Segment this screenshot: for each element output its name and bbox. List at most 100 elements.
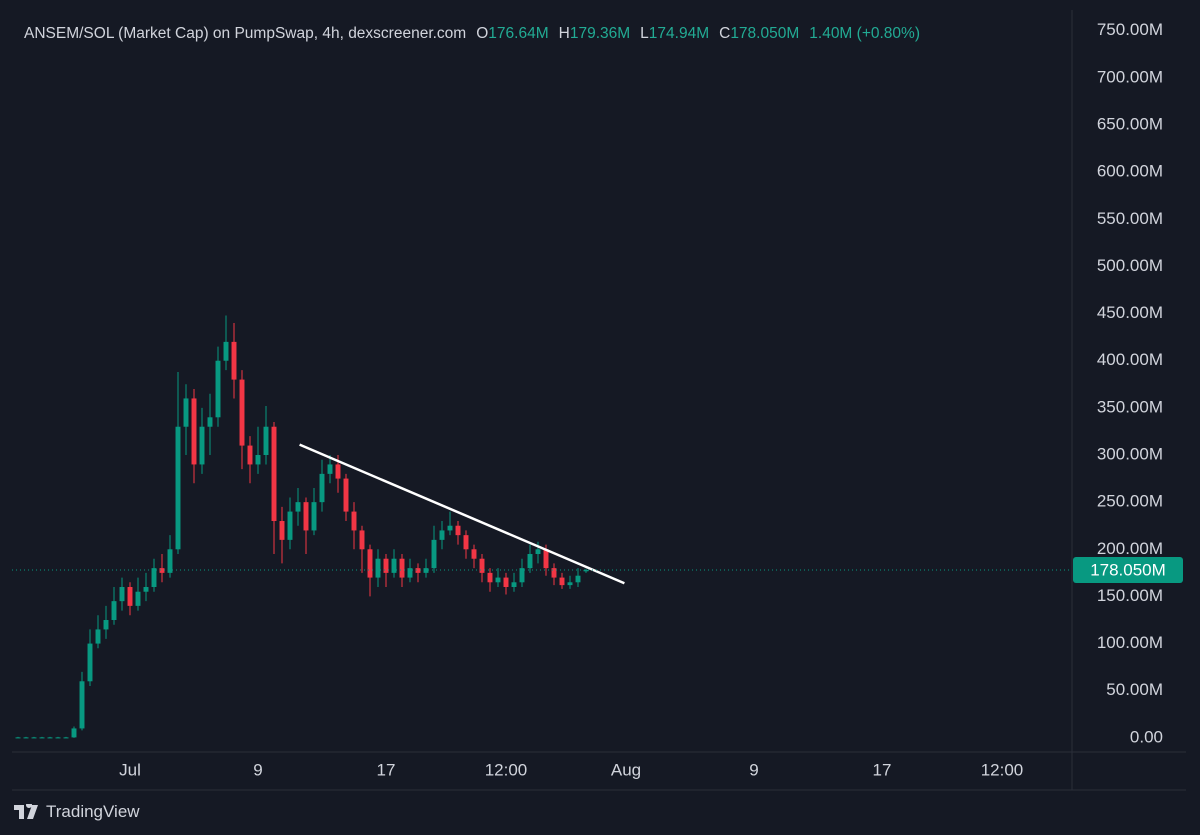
candle-body: [303, 502, 309, 531]
candle-body: [167, 549, 173, 573]
candle-body: [503, 577, 509, 588]
y-tick-label: 200.00M: [1097, 539, 1163, 558]
candle-body: [87, 643, 93, 682]
y-tick-label: 50.00M: [1106, 680, 1163, 699]
candle-body: [311, 502, 317, 531]
candle-body: [255, 455, 261, 465]
y-tick-label: 250.00M: [1097, 492, 1163, 511]
candle-body: [439, 530, 445, 540]
candle-body: [263, 426, 269, 456]
candle-body: [391, 558, 397, 573]
x-tick-label: Aug: [611, 760, 641, 779]
candle-body: [287, 511, 293, 540]
candle-body: [119, 587, 125, 602]
candle-body: [431, 539, 437, 569]
candle-body: [47, 737, 53, 739]
y-tick-label: 600.00M: [1097, 162, 1163, 181]
candle-body: [415, 568, 421, 573]
y-tick-label: 0.00: [1130, 727, 1163, 746]
candle-body: [495, 577, 501, 583]
y-tick-label: 700.00M: [1097, 67, 1163, 86]
candle-body: [143, 587, 149, 592]
candle-body: [207, 417, 213, 427]
candle-body: [583, 569, 589, 572]
candle-body: [71, 728, 77, 738]
candle-body: [111, 601, 117, 621]
last-price-box: [1073, 556, 1183, 583]
legend-key: L: [640, 25, 649, 42]
candle-body: [55, 737, 61, 739]
candle-body: [351, 511, 357, 531]
candle-body: [423, 568, 429, 573]
y-tick-label: 650.00M: [1097, 115, 1163, 134]
candle-body: [223, 341, 229, 361]
candle-body: [487, 572, 493, 583]
y-tick-label: 750.00M: [1097, 20, 1163, 39]
y-tick-label: 450.00M: [1097, 303, 1163, 322]
candle-body: [511, 582, 517, 588]
y-tick-label: 500.00M: [1097, 256, 1163, 275]
candle-body: [151, 568, 157, 588]
candle-body: [319, 473, 325, 503]
candle-body: [367, 549, 373, 578]
candle-body: [343, 478, 349, 512]
candle-body: [271, 426, 277, 522]
x-tick-label: 9: [749, 760, 758, 779]
candle-body: [527, 554, 533, 569]
candle-body: [135, 591, 141, 606]
candle-body: [23, 737, 29, 739]
candle-body: [127, 587, 133, 606]
candle-body: [463, 535, 469, 550]
y-tick-label: 100.00M: [1097, 633, 1163, 652]
x-tick-label: 12:00: [981, 760, 1024, 779]
candle-body: [279, 521, 285, 540]
candle-body: [15, 737, 21, 739]
candle-body: [31, 737, 37, 739]
y-tick-label: 400.00M: [1097, 350, 1163, 369]
legend-value: 179.36M: [569, 25, 631, 42]
candle-body: [215, 360, 221, 418]
candle-body: [95, 629, 101, 644]
candle-body: [199, 426, 205, 465]
candle-body: [239, 379, 245, 446]
candle-body: [375, 558, 381, 578]
legend-value: 176.64M: [488, 25, 549, 42]
y-tick-label: 150.00M: [1097, 586, 1163, 605]
candle-body: [543, 549, 549, 569]
candle-body: [535, 549, 541, 555]
x-tick-label: Jul: [119, 760, 141, 779]
y-tick-label: 550.00M: [1097, 209, 1163, 228]
legend-key: O: [476, 25, 489, 42]
brand-name: TradingView: [46, 802, 140, 821]
candle-body: [455, 525, 461, 536]
x-tick-label: 12:00: [485, 760, 528, 779]
candle-body: [103, 620, 109, 630]
candle-body: [159, 568, 165, 573]
candle-body: [295, 502, 301, 512]
candle-body: [479, 558, 485, 573]
title: ANSEM/SOL (Market Cap) on PumpSwap, 4h, …: [24, 25, 467, 42]
candle-body: [191, 398, 197, 465]
legend-value: 178.050M: [730, 25, 800, 42]
candle-body: [359, 530, 365, 550]
candle-body: [399, 558, 405, 578]
x-tick-label: 17: [873, 760, 892, 779]
y-tick-label: 350.00M: [1097, 397, 1163, 416]
candle-body: [327, 464, 333, 474]
candle-body: [519, 568, 525, 583]
candle-body: [407, 568, 413, 578]
candle-body: [575, 575, 581, 583]
candle-body: [567, 582, 573, 586]
candle-body: [247, 445, 253, 465]
legend-key: H: [558, 25, 570, 42]
x-tick-label: 17: [377, 760, 396, 779]
candle-body: [183, 398, 189, 427]
candle-body: [471, 549, 477, 559]
candle-body: [175, 426, 181, 550]
candle-body: [559, 577, 565, 586]
brand[interactable]: TradingView: [14, 802, 140, 822]
candle-body: [447, 525, 453, 531]
